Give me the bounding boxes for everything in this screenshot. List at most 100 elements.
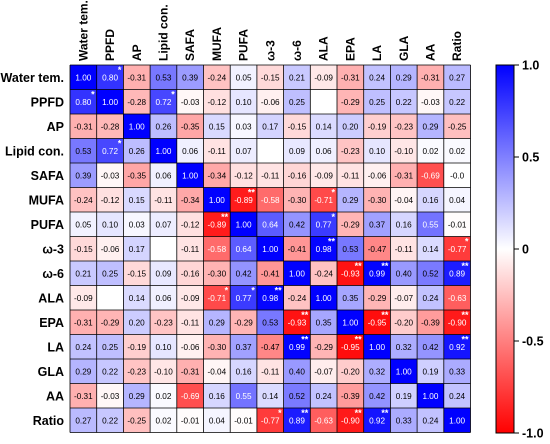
cell-value: -0.0	[450, 171, 465, 180]
heatmap-cell	[70, 65, 97, 90]
heatmap-cell	[310, 138, 337, 163]
cell-value: 0.52	[422, 269, 438, 278]
heatmap-cell	[150, 65, 177, 90]
heatmap-cell	[203, 236, 231, 261]
heatmap-cell	[150, 310, 177, 335]
cell-value: 0.25	[369, 98, 385, 107]
heatmap-cell	[230, 89, 257, 114]
heatmap-cell	[256, 65, 284, 90]
heatmap-cell	[310, 236, 337, 261]
cell-value: -0.35	[181, 122, 200, 131]
heatmap-cell	[176, 236, 204, 261]
cell-value: 0.17	[262, 122, 278, 131]
heatmap-cell	[363, 408, 391, 433]
cell-value: 0.05	[236, 73, 252, 82]
heatmap-cell	[176, 65, 204, 90]
heatmap-cell	[417, 236, 444, 261]
cell-value: 0.20	[342, 122, 358, 131]
column-label: MUFA	[210, 27, 224, 61]
cell-value: 0.80	[75, 98, 91, 107]
heatmap-cell	[363, 359, 391, 384]
cell-value: -0.04	[394, 196, 413, 205]
cell-value: 0.02	[155, 416, 171, 425]
heatmap-cell	[203, 163, 231, 188]
cell-value: 0.27	[75, 416, 91, 425]
cell-value: 0.16	[236, 367, 252, 376]
heatmap-cell	[417, 310, 444, 335]
cell-value: -0.03	[181, 98, 200, 107]
significance-marker: *	[225, 286, 229, 296]
heatmap-cell	[417, 89, 444, 114]
heatmap-cell	[283, 310, 311, 335]
heatmap-cell	[176, 187, 204, 212]
cell-value: 0.25	[289, 98, 305, 107]
cell-value: -0.31	[421, 73, 440, 82]
cell-value: -0.23	[341, 147, 360, 156]
heatmap-cell	[283, 285, 311, 310]
cell-value: 0.19	[396, 392, 412, 401]
heatmap-cell	[443, 163, 471, 188]
cell-value: -0.28	[101, 122, 120, 131]
heatmap-cell	[363, 138, 391, 163]
heatmap-cell	[230, 310, 257, 335]
cell-value: -0.31	[394, 171, 413, 180]
row-label: Water tem.	[1, 71, 64, 85]
heatmap-cell	[203, 383, 231, 408]
cell-value: -0.11	[208, 147, 226, 156]
heatmap-cell	[390, 138, 418, 163]
cell-value: 0.02	[155, 392, 171, 401]
heatmap-cell	[70, 285, 97, 310]
cell-value: -0.39	[421, 318, 440, 327]
heatmap-cell	[230, 334, 257, 359]
significance-marker: *	[331, 188, 335, 198]
significance-marker: **	[355, 408, 363, 418]
heatmap-cell	[256, 163, 284, 188]
cell-value: -0.01	[234, 416, 253, 425]
heatmap-cell	[203, 310, 231, 335]
cell-value: -0.35	[127, 171, 146, 180]
column-label: Ratio	[450, 31, 464, 61]
heatmap-cell	[363, 65, 391, 90]
cell-value: -0.41	[261, 269, 280, 278]
cell-value: -0.31	[341, 73, 360, 82]
significance-marker: **	[275, 286, 283, 296]
heatmap-cell	[176, 212, 204, 237]
heatmap-cell	[176, 383, 204, 408]
heatmap-cell	[256, 114, 284, 139]
heatmap-cell	[363, 310, 391, 335]
heatmap-cell	[443, 285, 471, 310]
heatmap-cell	[443, 334, 471, 359]
cell-value: 0.77	[316, 220, 332, 229]
heatmap-cell	[230, 236, 257, 261]
cell-value: 0.55	[422, 220, 438, 229]
cell-value: -0.09	[314, 73, 333, 82]
heatmap-cell	[310, 89, 337, 114]
significance-marker: *	[171, 90, 175, 100]
heatmap-cell	[70, 310, 97, 335]
heatmap-cell	[417, 261, 444, 286]
column-label: EPA	[343, 37, 357, 61]
cell-value: 0.10	[155, 343, 171, 352]
row-label: ω-6	[42, 267, 64, 281]
significance-marker: **	[381, 310, 389, 320]
cell-value: 0.16	[422, 196, 438, 205]
cell-value: -0.01	[181, 416, 200, 425]
heatmap-cell	[283, 261, 311, 286]
heatmap-cell	[230, 261, 257, 286]
heatmap-cell	[310, 359, 337, 384]
cell-value: 0.24	[449, 392, 465, 401]
cell-value: -0.31	[127, 73, 146, 82]
heatmap-cell	[283, 334, 311, 359]
cell-value: 0.64	[262, 220, 278, 229]
cell-value: -0.63	[314, 416, 333, 425]
cell-value: 0.77	[236, 294, 252, 303]
heatmap-cell	[363, 212, 391, 237]
column-label: ω-3	[263, 40, 277, 61]
cell-value: 0.25	[102, 343, 118, 352]
heatmap-cell	[96, 65, 124, 90]
heatmap-cell	[337, 359, 364, 384]
heatmap-cell	[390, 65, 418, 90]
heatmap-cell	[203, 65, 231, 90]
heatmap-cell	[123, 212, 151, 237]
heatmap-cell	[337, 285, 364, 310]
